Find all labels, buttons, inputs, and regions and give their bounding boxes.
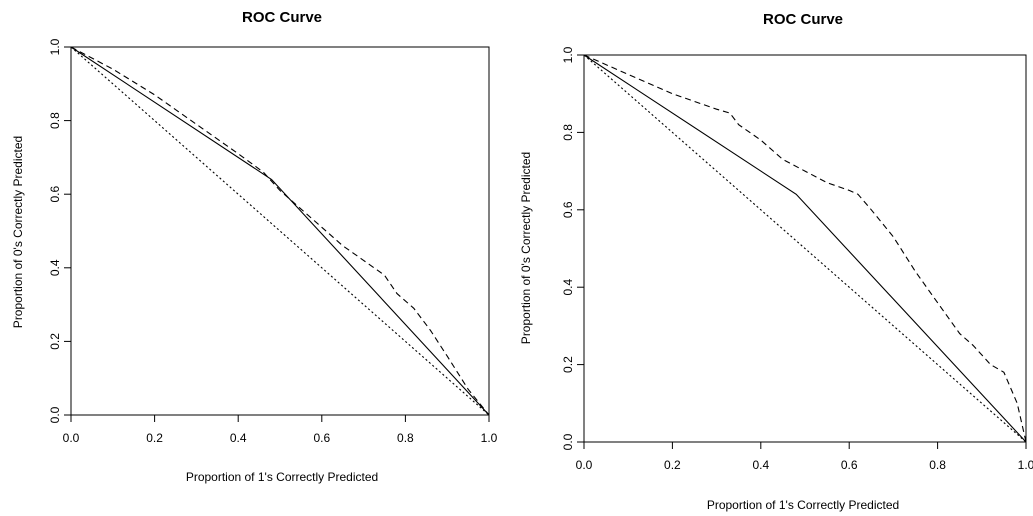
x-tick-label: 0.6 <box>841 458 858 472</box>
x-tick-label: 0.8 <box>929 458 946 472</box>
x-tick-label: 0.6 <box>313 431 330 445</box>
y-tick-label: 0.2 <box>48 333 62 350</box>
series-line-solid <box>70 46 490 416</box>
y-tick-label: 0.4 <box>48 259 62 276</box>
y-tick-label: 1.0 <box>561 46 575 63</box>
x-tick-label: 0.0 <box>576 458 593 472</box>
y-axis-label: Proportion of 0's Correctly Predicted <box>519 152 533 344</box>
x-tick-label: 0.2 <box>146 431 163 445</box>
y-tick-label: 0.8 <box>561 124 575 141</box>
roc-chart-right: ROC Curve Proportion of 1's Correctly Pr… <box>519 11 1033 512</box>
y-tick-label: 0.6 <box>561 201 575 218</box>
y-tick-label: 0.0 <box>561 433 575 450</box>
series-line-dotted <box>70 46 490 416</box>
y-tick-label: 0.6 <box>48 186 62 203</box>
series-line-dotted <box>583 54 1027 443</box>
y-tick-label: 0.2 <box>561 356 575 373</box>
x-axis-label: Proportion of 1's Correctly Predicted <box>707 498 899 512</box>
tick-layer: 0.0 0.2 0.4 0.6 0.8 1.0 0.0 0.2 0.4 0.6 0.8 1.0 <box>561 46 1033 472</box>
plot-frame <box>583 54 1027 443</box>
roc-chart-left: ROC Curve Proportion of 1's Correctly Pr… <box>11 9 498 484</box>
x-tick-label: 0.4 <box>230 431 247 445</box>
y-tick-label: 0.4 <box>561 279 575 296</box>
tick-layer: 0.0 0.2 0.4 0.6 0.8 1.0 0.0 0.2 0.4 0.6 0.8 1.0 <box>48 38 498 445</box>
y-tick-label: 1.0 <box>48 38 62 55</box>
x-tick-label: 0.0 <box>63 431 80 445</box>
y-axis-label: Proportion of 0's Correctly Predicted <box>11 136 25 328</box>
series-line-solid <box>583 54 1027 443</box>
x-tick-label: 0.2 <box>664 458 681 472</box>
x-tick-label: 1.0 <box>481 431 498 445</box>
y-tick-label: 0.0 <box>48 406 62 423</box>
x-tick-label: 0.8 <box>397 431 414 445</box>
plot-frame <box>70 46 490 416</box>
x-tick-label: 0.4 <box>752 458 769 472</box>
series-layer <box>583 54 1027 443</box>
series-line-dashed <box>70 46 490 416</box>
chart-title: ROC Curve <box>242 9 322 26</box>
series-line-dashed <box>583 54 1027 443</box>
x-tick-label: 1.0 <box>1018 458 1033 472</box>
x-axis-label: Proportion of 1's Correctly Predicted <box>186 470 378 484</box>
y-tick-label: 0.8 <box>48 112 62 129</box>
chart-title: ROC Curve <box>763 11 843 28</box>
series-layer <box>70 46 490 416</box>
